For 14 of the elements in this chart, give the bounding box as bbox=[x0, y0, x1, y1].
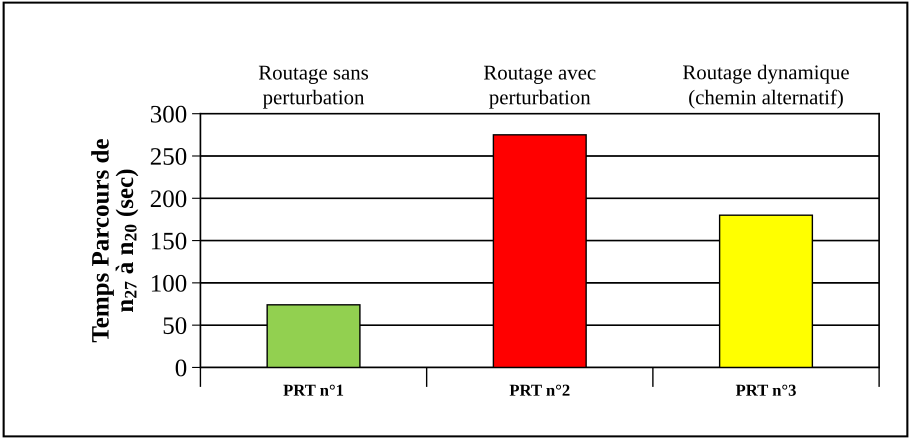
y-tick-label: 100 bbox=[152, 274, 186, 292]
text: Routage dynamique (chemin alternatif) bbox=[682, 64, 849, 109]
text: Routage sans perturbation bbox=[258, 66, 368, 109]
y-tick-label: 200 bbox=[150, 190, 186, 208]
y-axis-title: Temps Parcours de n$_{27}$ à n$_{20}$ (sec) bbox=[91, 139, 138, 342]
y-tick-label: 150 bbox=[152, 232, 186, 250]
y-tick-label: 250 bbox=[150, 148, 186, 165]
text: Routage avec perturbation bbox=[484, 66, 596, 109]
x-tick-label: PRT n°3 bbox=[736, 384, 796, 396]
y-tick-label: 300 bbox=[150, 106, 186, 123]
y-tick-label: 50 bbox=[164, 317, 186, 334]
x-tick-label: PRT n°1 bbox=[283, 384, 344, 396]
y-tick-label: 0 bbox=[176, 359, 186, 376]
x-tick-label: PRT n°2 bbox=[510, 384, 570, 396]
